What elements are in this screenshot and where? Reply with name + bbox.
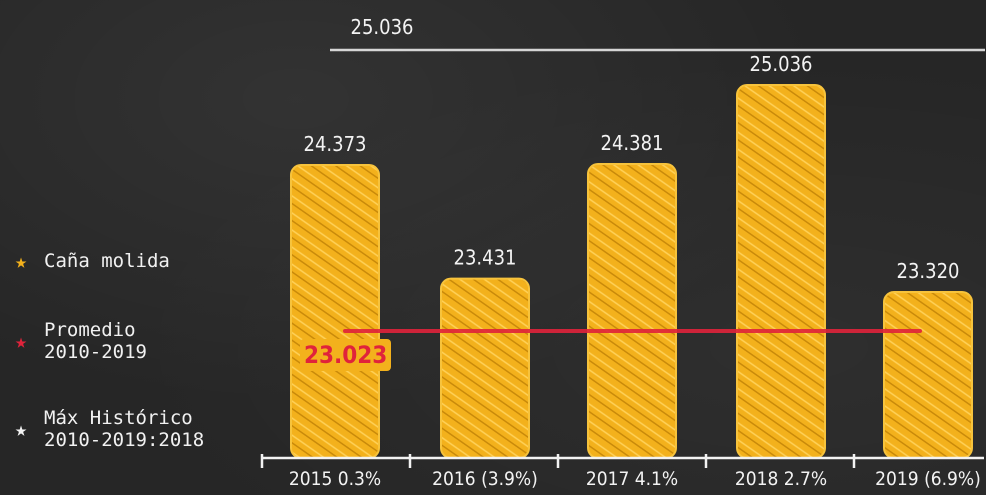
bar-0 <box>290 163 380 460</box>
bar-value-label-3: 25.036 <box>750 52 813 76</box>
bar-value-label-4: 23.320 <box>897 259 960 283</box>
bar-2 <box>587 163 677 459</box>
star-icon: ★ <box>14 329 28 353</box>
bar-value-label-1: 23.431 <box>454 246 517 270</box>
x-tick-label-0: 2015 0.3% <box>289 468 381 490</box>
legend-label: Promedio 2010-2019 <box>44 319 147 363</box>
average-value-label: 23.023 <box>300 339 392 371</box>
star-icon: ★ <box>14 417 28 441</box>
star-icon: ★ <box>14 249 28 273</box>
x-axis: 2015 0.3% 2016 (3.9%) 2017 4.1% 2018 2.7% 20… <box>260 454 984 490</box>
x-tick-label-1: 2016 (3.9%) <box>432 468 538 490</box>
bars-group: 24.373 23.431 24.381 25.036 23.320 <box>290 52 973 460</box>
x-tick-label-2: 2017 4.1% <box>586 468 678 490</box>
legend-item-promedio: ★ Promedio 2010-2019 <box>10 319 147 363</box>
bar-3 <box>736 84 826 459</box>
legend-item-max-historico: ★ Máx Histórico 2010-2019:2018 <box>10 407 204 451</box>
bar-value-label-2: 24.381 <box>601 131 664 155</box>
x-tick-label-3: 2018 2.7% <box>735 468 827 490</box>
max-historic-line-group: 25.036 <box>330 15 985 52</box>
bar-4 <box>883 291 973 459</box>
x-tick-label-4: 2019 (6.9%) <box>875 468 981 490</box>
bar-value-label-0: 24.373 <box>304 132 367 156</box>
bar-1 <box>440 277 530 459</box>
legend-label: Caña molida <box>44 250 170 272</box>
max-historic-label: 25.036 <box>351 15 414 39</box>
legend-item-cana-molida: ★ Caña molida <box>10 250 170 272</box>
legend-label: Máx Histórico 2010-2019:2018 <box>44 407 205 451</box>
